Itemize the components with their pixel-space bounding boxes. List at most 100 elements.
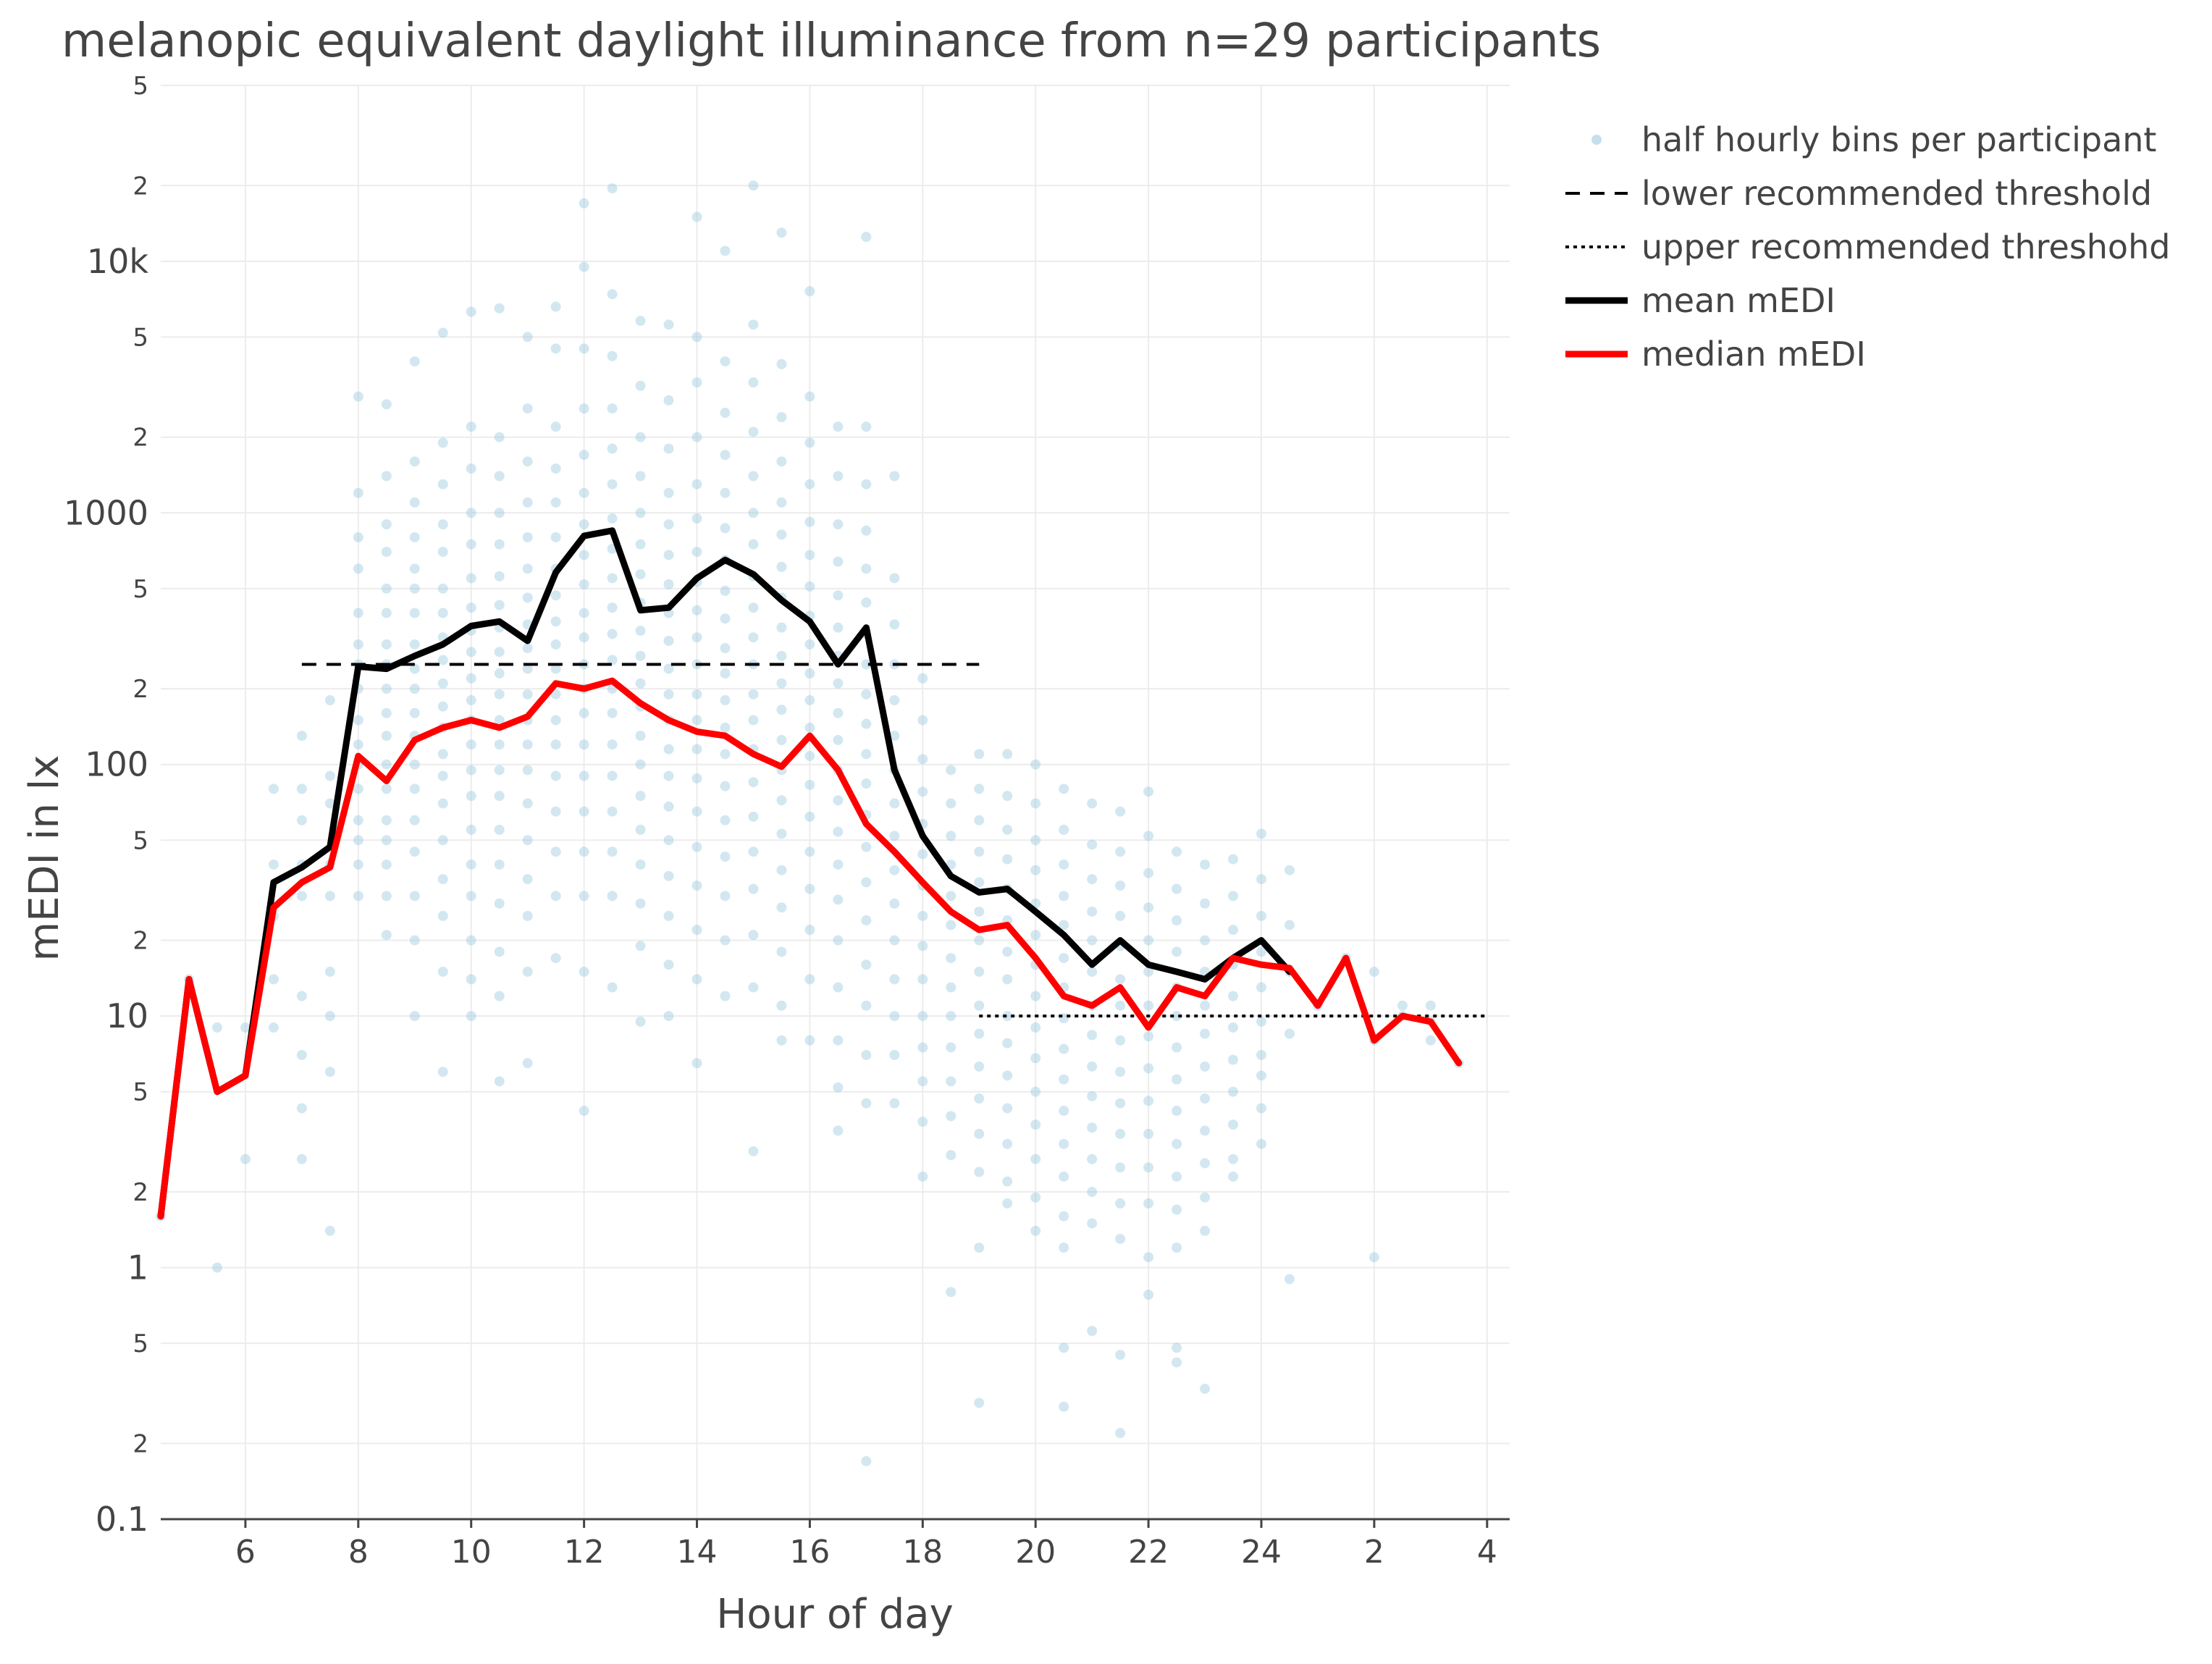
scatter-point <box>466 739 476 750</box>
scatter-point <box>381 707 392 718</box>
scatter-point <box>1256 1016 1267 1027</box>
scatter-point <box>776 1000 787 1011</box>
scatter-point <box>1059 1211 1069 1222</box>
scatter-point <box>1143 1000 1154 1011</box>
scatter-point <box>1002 1070 1013 1081</box>
scatter-point <box>1030 1192 1041 1203</box>
scatter-point <box>607 403 618 414</box>
scatter-point <box>437 749 448 760</box>
scatter-point <box>437 678 448 689</box>
scatter-point <box>409 456 420 467</box>
scatter-point <box>1200 898 1211 909</box>
scatter-point <box>720 487 731 498</box>
scatter-point <box>1115 1098 1126 1109</box>
scatter-point <box>776 705 787 715</box>
scatter-point <box>663 635 674 646</box>
scatter-point <box>353 391 363 402</box>
scatter-point <box>1143 1198 1154 1209</box>
scatter-point <box>550 531 561 542</box>
scatter-point <box>607 707 618 718</box>
scatter-point <box>1172 846 1182 857</box>
scatter-point <box>804 925 815 936</box>
y-tick-label-minor: 2 <box>133 1429 148 1458</box>
scatter-point <box>268 974 279 985</box>
scatter-point <box>691 211 702 222</box>
scatter-point <box>1115 1128 1126 1139</box>
scatter-point <box>381 859 392 870</box>
scatter-point <box>804 437 815 448</box>
scatter-point <box>1256 1070 1267 1081</box>
scatter-point <box>1228 1119 1239 1130</box>
scatter-point <box>663 395 674 406</box>
scatter-point <box>776 456 787 467</box>
scatter-point <box>776 227 787 238</box>
scatter-point <box>607 770 618 781</box>
scatter-point <box>324 770 335 781</box>
scatter-point <box>1256 1138 1267 1149</box>
x-axis-label: Hour of day <box>716 1591 953 1638</box>
scatter-point <box>579 739 589 750</box>
legend-item: half hourly bins per participant <box>1591 120 2156 159</box>
scatter-point <box>833 471 844 482</box>
scatter-point <box>748 982 759 993</box>
scatter-point <box>1115 880 1126 891</box>
scatter-point <box>663 550 674 560</box>
scatter-point <box>1115 1162 1126 1173</box>
scatter-point <box>1030 1022 1041 1033</box>
scatter-point <box>353 531 363 542</box>
scatter-point <box>437 583 448 594</box>
scatter-point <box>804 811 815 822</box>
scatter-point <box>1059 1138 1069 1149</box>
scatter-point <box>1115 846 1126 857</box>
scatter-point <box>833 556 844 567</box>
scatter-point <box>748 715 759 726</box>
scatter-point <box>579 891 589 902</box>
scatter-point <box>268 1022 279 1033</box>
scatter-point <box>1143 786 1154 797</box>
scatter-point <box>522 910 533 921</box>
scatter-point <box>776 561 787 572</box>
scatter-point <box>381 930 392 941</box>
scatter-point <box>494 668 505 679</box>
scatter-point <box>1200 1383 1211 1394</box>
scatter-point <box>466 463 476 474</box>
scatter-point <box>889 619 900 630</box>
scatter-point <box>1200 935 1211 946</box>
scatter-point <box>635 759 646 770</box>
scatter-point <box>550 663 561 674</box>
scatter-point <box>1397 1000 1408 1011</box>
scatter-point <box>917 673 928 684</box>
scatter-point <box>1200 1125 1211 1136</box>
scatter-point <box>550 806 561 817</box>
scatter-point <box>296 1154 307 1164</box>
scatter-point <box>1002 1198 1013 1209</box>
scatter-point <box>381 608 392 618</box>
scatter-point <box>917 1011 928 1022</box>
scatter-point <box>861 597 872 608</box>
scatter-point <box>861 232 872 243</box>
scatter-point <box>748 846 759 857</box>
scatter-point <box>833 735 844 746</box>
scatter-point <box>607 289 618 300</box>
scatter-point <box>1200 1028 1211 1039</box>
scatter-point <box>437 655 448 665</box>
scatter-point <box>409 759 420 770</box>
scatter-point <box>635 1016 646 1027</box>
scatter-point <box>748 689 759 699</box>
scatter-point <box>607 602 618 613</box>
scatter-point <box>691 744 702 755</box>
scatter-point <box>381 471 392 482</box>
scatter-point <box>522 1058 533 1069</box>
scatter-point <box>720 695 731 706</box>
scatter-point <box>748 471 759 482</box>
scatter-point <box>522 531 533 542</box>
scatter-point <box>353 715 363 726</box>
scatter-point <box>691 974 702 985</box>
scatter-point <box>663 519 674 530</box>
scatter-point <box>466 859 476 870</box>
scatter-point <box>917 1171 928 1182</box>
scatter-point <box>720 523 731 534</box>
scatter-point <box>409 356 420 367</box>
scatter-point <box>1087 1326 1098 1337</box>
scatter-point <box>550 639 561 650</box>
